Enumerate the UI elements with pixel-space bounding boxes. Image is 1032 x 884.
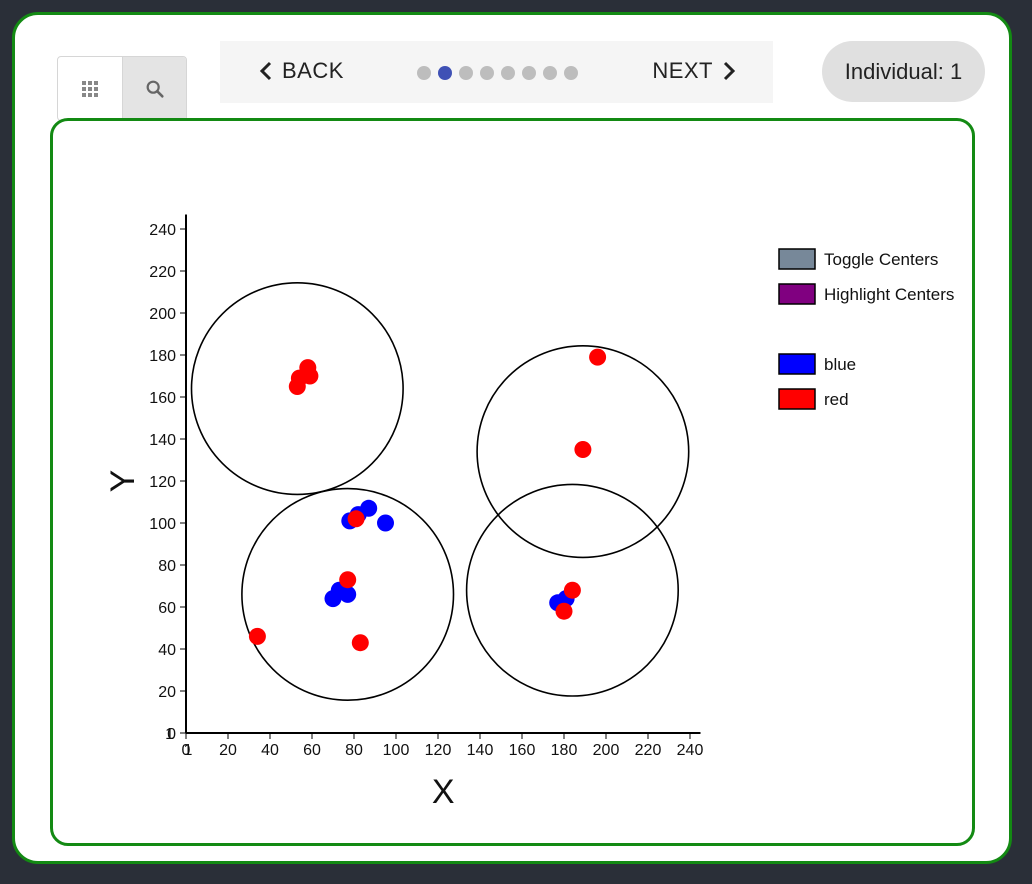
y-tick-label: 100 xyxy=(149,516,176,533)
chevron-left-icon xyxy=(259,61,272,81)
y-tick-label: 80 xyxy=(158,558,176,575)
cluster-circle xyxy=(476,345,690,559)
page-dot[interactable] xyxy=(564,66,578,80)
page-dot[interactable] xyxy=(522,66,536,80)
red-point[interactable] xyxy=(339,571,357,589)
x-tick-label: 40 xyxy=(261,742,279,759)
y-axis-title: Y xyxy=(104,470,142,493)
legend-swatch[interactable] xyxy=(778,283,816,305)
grid-view-button[interactable] xyxy=(58,57,122,120)
y-tick-label: 200 xyxy=(149,306,176,323)
x-tick-label: 120 xyxy=(425,742,452,759)
y-tick-label: 20 xyxy=(158,684,176,701)
red-point[interactable] xyxy=(555,602,573,620)
page-dot[interactable] xyxy=(480,66,494,80)
page-dot[interactable] xyxy=(438,66,452,80)
red-point[interactable] xyxy=(351,634,369,652)
scatter-chart: 0 20 40 60 80 100 120 140 160 180 200 220 2400204060… xyxy=(104,214,954,811)
legend-swatch[interactable] xyxy=(778,353,816,375)
red-point[interactable] xyxy=(574,441,592,458)
y-tick-label: 220 xyxy=(149,264,176,281)
x-tick-label: 200 xyxy=(593,742,620,759)
chevron-right-icon xyxy=(723,61,736,81)
x-tick-label: 80 xyxy=(345,742,363,759)
y-tick-label: 0 xyxy=(167,726,176,743)
origin-extra-label: 1 xyxy=(165,726,174,743)
x-tick-label: 220 xyxy=(635,742,662,759)
next-button[interactable]: NEXT xyxy=(652,58,737,84)
x-axis-title: X xyxy=(432,773,455,811)
red-point[interactable] xyxy=(248,627,266,645)
x-tick-label: 160 xyxy=(509,742,536,759)
chart-container: 0 20 40 60 80 100 120 140 160 180 200 220 240 0 20 40 60… xyxy=(50,118,975,846)
cluster-circle xyxy=(190,282,404,496)
back-label: BACK xyxy=(282,58,344,83)
view-toggle-group xyxy=(57,56,187,121)
individual-badge[interactable]: Individual: 1 xyxy=(822,41,985,102)
origin-extra-label: 1 xyxy=(184,742,193,759)
pager-bar: BACK NEXT xyxy=(220,41,773,103)
blue-point[interactable] xyxy=(360,499,378,517)
legend-swatch[interactable] xyxy=(778,248,816,270)
x-tick-label: 140 xyxy=(467,742,494,759)
red-point[interactable] xyxy=(589,348,607,366)
x-tick-label: 100 xyxy=(383,742,410,759)
search-icon xyxy=(146,80,164,98)
red-point[interactable] xyxy=(301,367,319,385)
legend-swatch[interactable] xyxy=(778,388,816,410)
y-tick-label: 40 xyxy=(158,642,176,659)
search-button[interactable] xyxy=(122,57,186,120)
red-point[interactable] xyxy=(347,510,365,528)
x-tick-label: 20 xyxy=(219,742,237,759)
page-dot[interactable] xyxy=(501,66,515,80)
cluster-circle xyxy=(465,483,680,697)
legend-label[interactable]: Toggle Centers xyxy=(824,250,938,269)
cluster-circle xyxy=(241,487,455,701)
y-tick-label: 160 xyxy=(149,390,176,407)
page-dot[interactable] xyxy=(417,66,431,80)
page-dots xyxy=(417,66,578,80)
back-button[interactable]: BACK xyxy=(258,58,344,84)
next-label: NEXT xyxy=(652,58,713,83)
red-point[interactable] xyxy=(563,581,581,599)
legend-label[interactable]: red xyxy=(824,390,849,409)
blue-point[interactable] xyxy=(339,585,357,603)
y-tick-label: 60 xyxy=(158,600,176,617)
y-tick-label: 120 xyxy=(149,474,176,491)
x-tick-label: 0 xyxy=(182,742,191,759)
x-tick-label: 240 xyxy=(677,742,704,759)
x-tick-label: 60 xyxy=(303,742,321,759)
blue-point[interactable] xyxy=(377,514,394,532)
page-dot[interactable] xyxy=(543,66,557,80)
y-tick-label: 140 xyxy=(149,432,176,449)
y-tick-label: 240 xyxy=(149,222,176,239)
x-tick-label: 180 xyxy=(551,742,578,759)
legend-label[interactable]: Highlight Centers xyxy=(824,285,954,304)
y-tick-label: 180 xyxy=(149,348,176,365)
grid-icon xyxy=(82,80,98,97)
legend-label[interactable]: blue xyxy=(824,355,856,374)
page-dot[interactable] xyxy=(459,66,473,80)
